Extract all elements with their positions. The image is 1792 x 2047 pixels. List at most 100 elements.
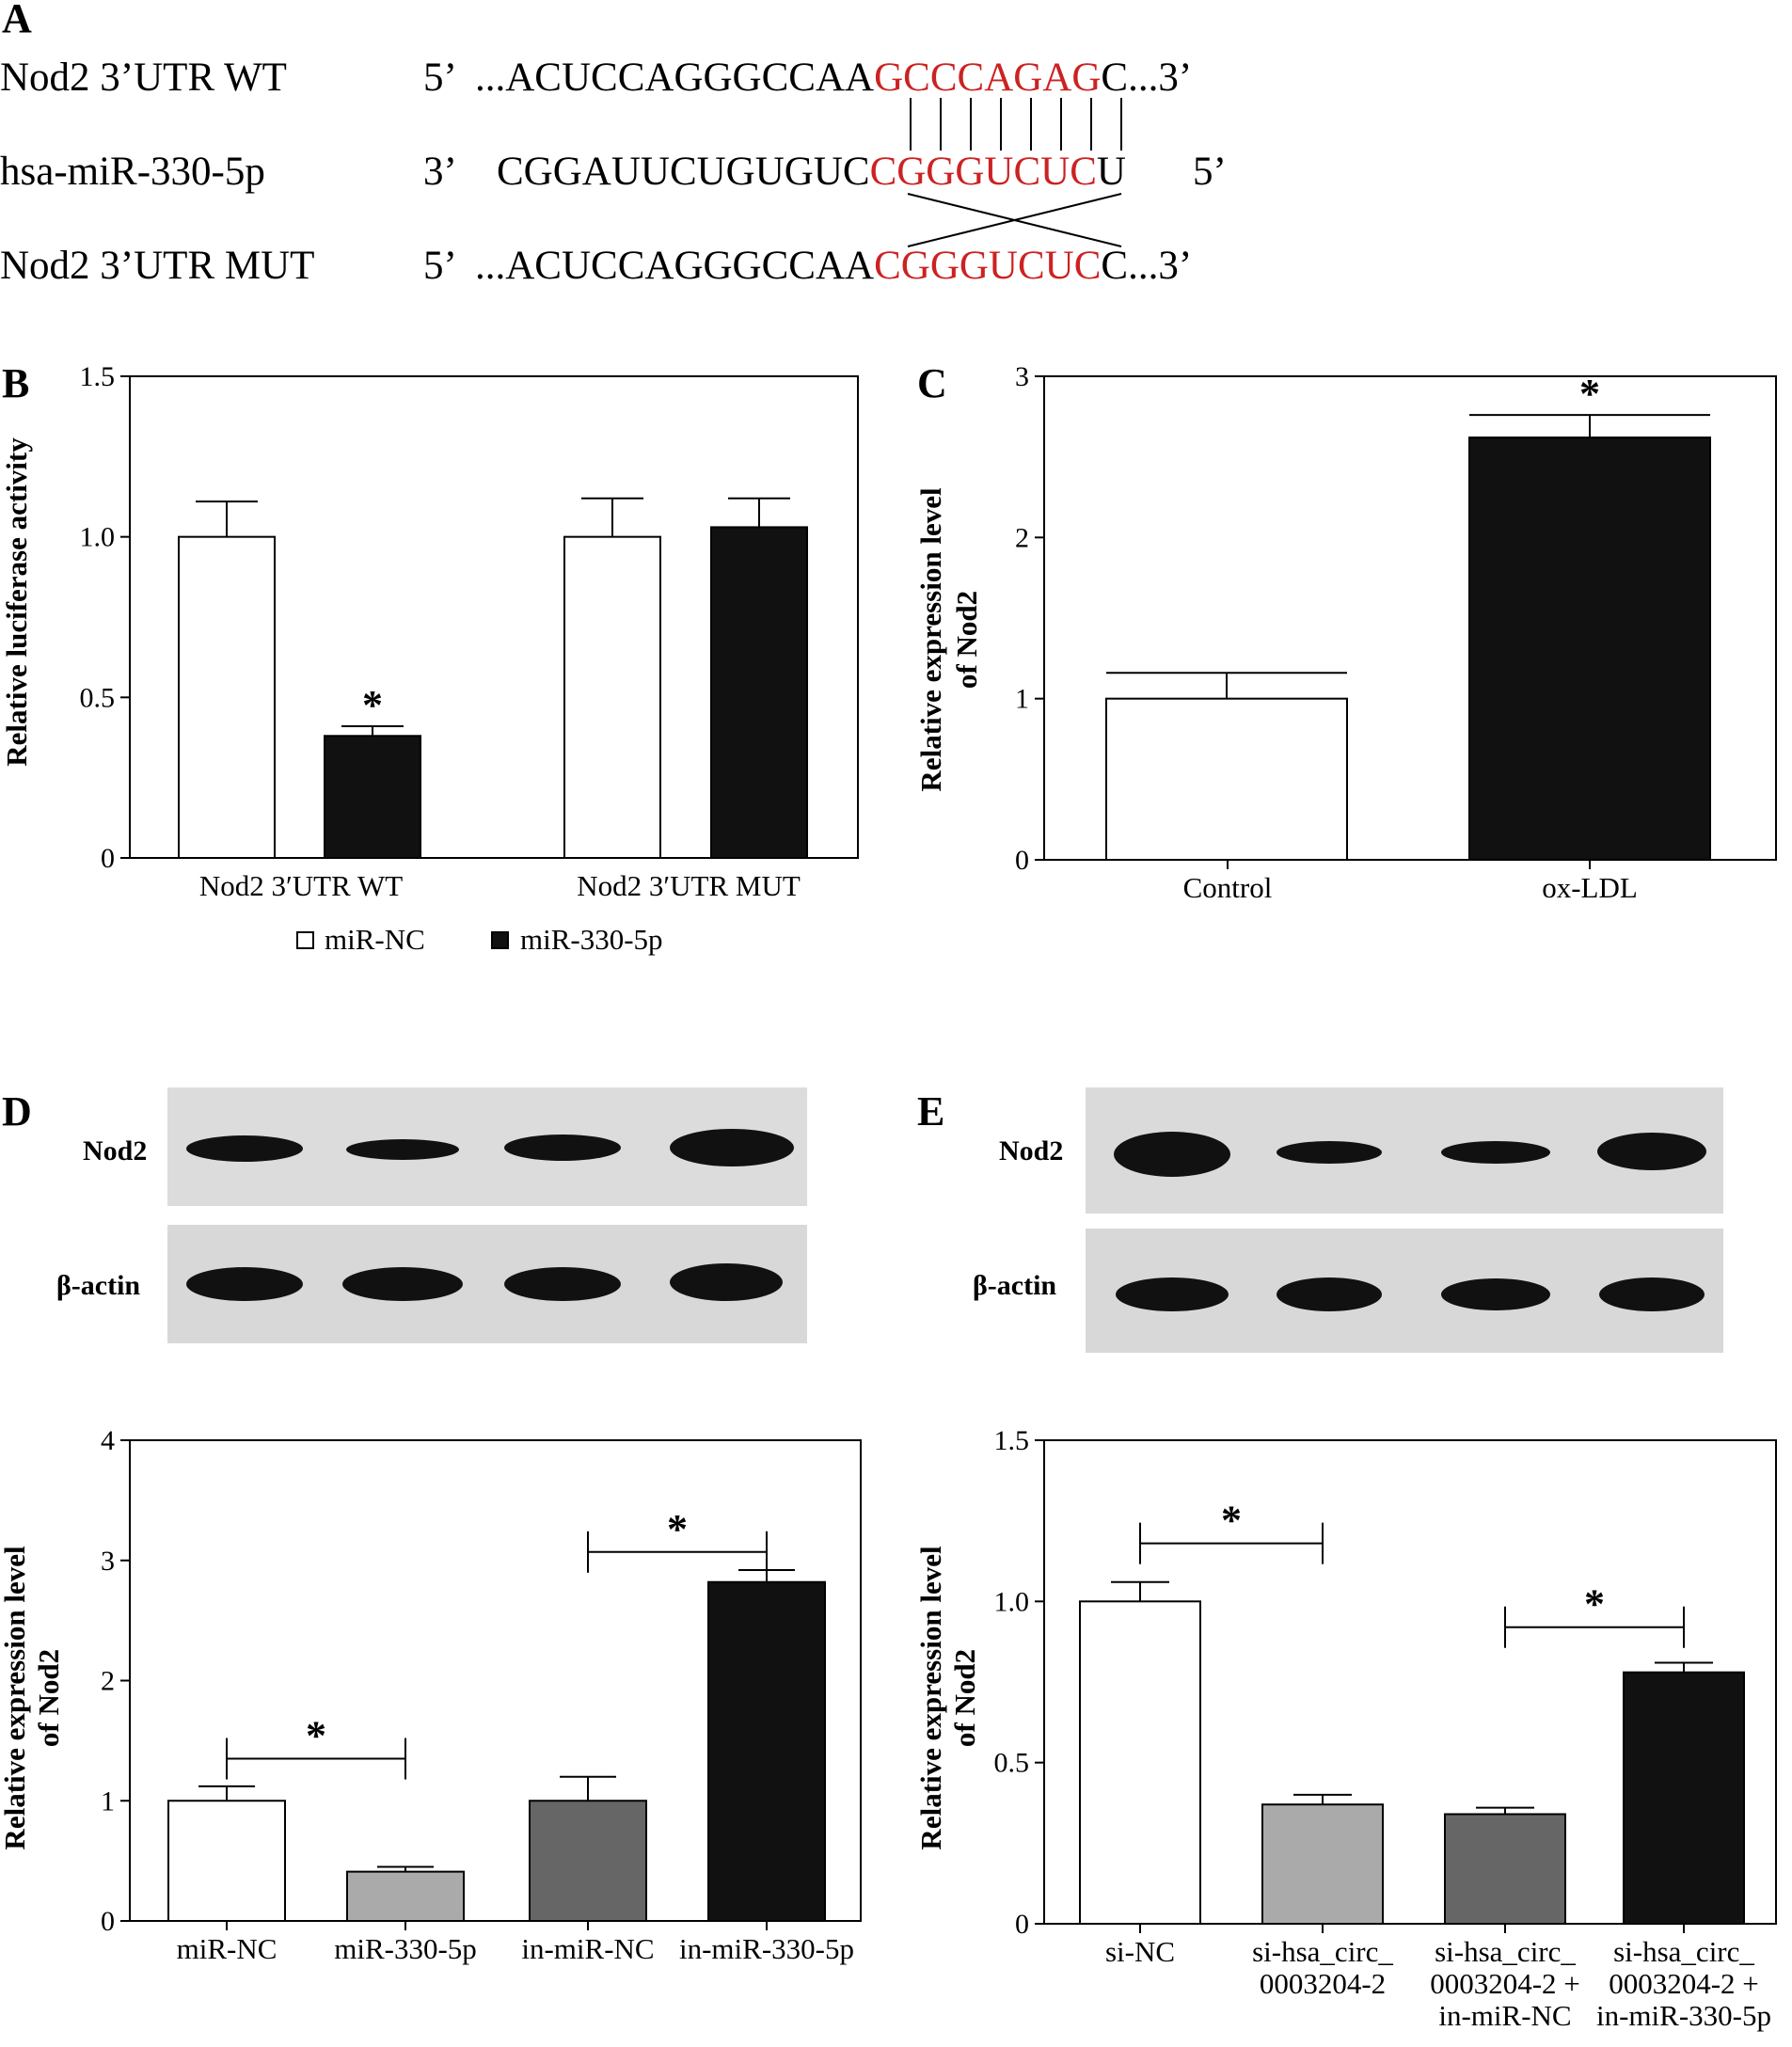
panel-letter-d: D — [2, 1088, 32, 1135]
blot-band — [1599, 1277, 1705, 1311]
chart-e-category-label: si-hsa_circ_ — [1613, 1935, 1754, 1968]
chart-b-ytick-label: 0.5 — [80, 682, 116, 713]
chart-e-category-label: si-NC — [1105, 1935, 1175, 1968]
chart-e-category-label: in-miR-330-5p — [1596, 1999, 1771, 2032]
blot-band — [504, 1267, 621, 1301]
chart-e-ytick-label: 0.5 — [994, 1748, 1030, 1779]
chart-e-ylabel-line2: of Nod2 — [948, 1649, 981, 1747]
pairing-lines — [910, 98, 1122, 151]
chart-d-category-label: in-miR-330-5p — [679, 1932, 854, 1965]
chart-e-plot-frame — [1043, 1439, 1777, 1925]
chart-b-bar-mir-nc-1 — [563, 535, 661, 860]
chart-d-significance-star: * — [667, 1506, 688, 1552]
blot-band — [1114, 1132, 1230, 1177]
blot-band — [1277, 1141, 1382, 1164]
legend-swatch-mir-330-5p — [491, 931, 509, 949]
sequence-label-mut: Nod2 3’UTR MUT — [0, 244, 314, 288]
chart-e-ytick-label: 1.0 — [994, 1586, 1030, 1617]
chart-c-ytick-label: 0 — [1015, 845, 1029, 876]
chart-c-significance-star: * — [1579, 371, 1600, 417]
chart-d: 0 1 2 3 4 * * miR-NC miR-330-5p in-miR-NC in-miR-3… — [101, 1425, 862, 1965]
legend-label-mir-nc: miR-NC — [325, 923, 425, 956]
blot-d-label-nod2: Nod2 — [83, 1135, 147, 1166]
panel-e-chart: Relative expression level of Nod2 0 0.5 1.… — [914, 1425, 1777, 2032]
chart-b: 0 0.5 1.0 1.5 * Nod2 3′UTR WT Nod2 3′UTR MUT — [80, 361, 859, 902]
chart-d-bar-3 — [707, 1580, 826, 1922]
chart-d-category-label: miR-NC — [177, 1932, 278, 1965]
wt-sequence: ...ACUCCAGGGCCAAGCCCAGAGC...3’ — [475, 56, 1192, 100]
blot-band — [186, 1135, 303, 1162]
chart-d-ytick-label: 4 — [101, 1425, 115, 1456]
panel-b: B Relative luciferase activity 0 0.5 1.0 1.… — [0, 360, 859, 956]
chart-b-bar-mir-330-5p-1 — [710, 526, 808, 860]
chart-e-bar-0 — [1079, 1600, 1201, 1926]
chart-d-ytick-label: 2 — [101, 1666, 115, 1697]
chart-b-plot-frame — [129, 375, 859, 859]
chart-c-plot-frame — [1043, 375, 1777, 861]
chart-b-bar-mir-330-5p-0 — [324, 735, 421, 859]
blot-e-label-nod2: Nod2 — [999, 1135, 1063, 1166]
mirna-end-3: 3’ — [423, 150, 457, 194]
blot-d-actin-bands — [186, 1263, 783, 1301]
chart-c-ylabel: Relative expression level of Nod2 — [914, 487, 983, 792]
mirna-end-5: 5’ — [1193, 150, 1227, 194]
chart-e-significance-star: * — [1584, 1581, 1605, 1627]
mutation-cross-lines — [907, 193, 1122, 247]
chart-b-category-label: Nod2 3′UTR MUT — [577, 869, 801, 902]
chart-e-category-label: 0003204-2 + — [1430, 1967, 1580, 2000]
chart-e-ylabel: Relative expression level of Nod2 — [914, 1546, 981, 1850]
chart-c-category-label: Control — [1183, 871, 1273, 904]
chart-e-bar-1 — [1261, 1803, 1384, 1926]
mirna-sequence: CGGAUUCUGUGUCCGGGUCUCU — [497, 150, 1126, 194]
mut-seq-post: C...3’ — [1101, 244, 1192, 288]
chart-c-ytick-label: 1 — [1015, 684, 1029, 715]
panel-d-blot: D Nod2 β-actin — [2, 1087, 807, 1343]
chart-e-category-label: 0003204-2 — [1260, 1967, 1386, 2000]
chart-b-ytick-label: 1.0 — [80, 522, 116, 553]
chart-b-legend: miR-NC miR-330-5p — [296, 923, 663, 956]
blot-band — [186, 1267, 303, 1301]
mut-seq-pre: ...ACUCCAGGGCCAA — [475, 244, 874, 288]
chart-b-ylabel: Relative luciferase activity — [0, 437, 33, 767]
mirna-seq-post: U — [1097, 150, 1126, 194]
chart-d-ylabel-line2: of Nod2 — [32, 1649, 65, 1747]
blot-band — [670, 1263, 783, 1301]
chart-c-ylabel-line2: of Nod2 — [950, 591, 983, 689]
chart-e: 00.51.01.5**si-NC si-hsa_circ_0003204-2si… — [994, 1425, 1777, 2032]
legend-label-mir-330-5p: miR-330-5p — [520, 923, 663, 956]
blot-band — [342, 1267, 463, 1301]
blot-band — [1597, 1133, 1706, 1170]
chart-d-category-label: miR-330-5p — [334, 1932, 477, 1965]
blot-band — [346, 1139, 459, 1160]
blot-e-actin-bands — [1116, 1277, 1705, 1311]
wt-end-5: 5’ — [423, 56, 457, 100]
blot-band — [670, 1129, 794, 1166]
blot-d-nod2-bands — [186, 1129, 794, 1166]
chart-d-category-label: in-miR-NC — [521, 1932, 654, 1965]
mut-seq-seed: CGGGUCUC — [874, 244, 1101, 288]
mut-sequence: ...ACUCCAGGGCCAACGGGUCUCC...3’ — [475, 244, 1192, 288]
chart-c: 0 1 2 3 * Control ox-LDL — [1015, 361, 1777, 904]
mut-end-5: 5’ — [423, 244, 457, 288]
panel-letter-c: C — [917, 360, 947, 406]
wt-seq-pre: ...ACUCCAGGGCCAA — [475, 56, 874, 100]
chart-e-ylabel-line1: Relative expression level — [914, 1546, 947, 1850]
chart-e-category-label: in-miR-NC — [1438, 1999, 1571, 2032]
mirna-seq-pre: CGGAUUCUGUGUC — [497, 150, 870, 194]
chart-c-bar-0 — [1105, 697, 1348, 862]
blot-band — [1116, 1277, 1229, 1311]
chart-e-category-label: si-hsa_circ_ — [1252, 1935, 1393, 1968]
chart-d-bar-2 — [529, 1800, 647, 1922]
blot-band — [1277, 1277, 1382, 1311]
chart-d-significance-star: * — [306, 1713, 326, 1759]
chart-d-ylabel: Relative expression level of Nod2 — [0, 1546, 65, 1850]
blot-band — [504, 1135, 621, 1161]
wt-seq-seed: GCCCAGAG — [874, 56, 1101, 100]
blot-e-nod2-bands — [1114, 1132, 1706, 1177]
chart-c-ylabel-line1: Relative expression level — [914, 487, 947, 792]
chart-d-bar-0 — [167, 1800, 286, 1922]
chart-d-ytick-label: 3 — [101, 1546, 115, 1577]
panel-d-chart: Relative expression level of Nod2 0 1 2 3 4 *… — [0, 1425, 862, 1965]
chart-d-ytick-label: 1 — [101, 1785, 115, 1817]
